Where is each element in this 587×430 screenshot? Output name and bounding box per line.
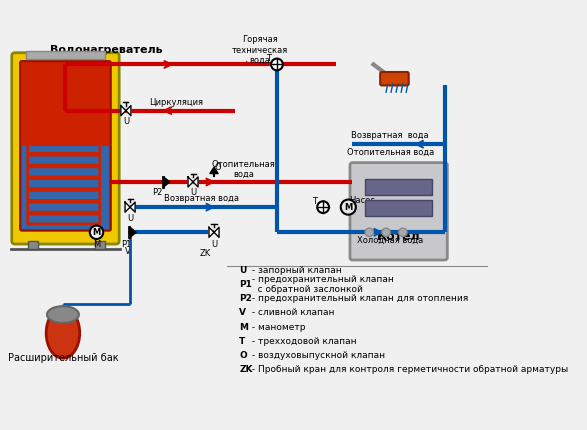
- Text: O: O: [239, 351, 247, 360]
- Bar: [28, 241, 38, 249]
- Bar: [365, 200, 432, 215]
- Text: V: V: [124, 247, 130, 256]
- Text: - предохранительный клапан для отопления: - предохранительный клапан для отопления: [249, 294, 468, 303]
- Ellipse shape: [47, 306, 79, 323]
- Ellipse shape: [46, 308, 80, 358]
- Text: P1: P1: [121, 240, 131, 249]
- Text: →: →: [238, 58, 249, 71]
- Text: O: O: [215, 163, 221, 172]
- Circle shape: [90, 226, 103, 239]
- Text: - сливной клапан: - сливной клапан: [249, 308, 335, 317]
- Text: T: T: [312, 197, 317, 206]
- Text: M: M: [92, 228, 100, 237]
- Text: - манометр: - манометр: [249, 322, 306, 332]
- Circle shape: [399, 228, 407, 236]
- Text: Расширительный бак: Расширительный бак: [8, 353, 118, 363]
- Text: - Пробный кран для контроля герметичности обратной арматуры: - Пробный кран для контроля герметичност…: [249, 366, 568, 375]
- Text: - трехходовой клапан: - трехходовой клапан: [249, 337, 357, 346]
- Text: M: M: [93, 240, 100, 249]
- Circle shape: [271, 58, 283, 71]
- Text: Холодная вода: Холодная вода: [357, 236, 423, 245]
- Text: U: U: [127, 214, 133, 223]
- Bar: [365, 179, 432, 194]
- Text: Горячая
техническая
вода: Горячая техническая вода: [232, 35, 288, 65]
- Text: U: U: [211, 240, 217, 249]
- Text: U: U: [123, 117, 129, 126]
- Polygon shape: [125, 202, 135, 212]
- Text: Котел: Котел: [377, 230, 420, 243]
- Text: M: M: [239, 322, 248, 332]
- Polygon shape: [210, 167, 218, 174]
- Text: Возвратная  вода: Возвратная вода: [352, 131, 429, 140]
- Text: Водонагреватель: Водонагреватель: [50, 45, 163, 55]
- FancyBboxPatch shape: [350, 163, 447, 260]
- Text: P1: P1: [239, 280, 252, 289]
- Polygon shape: [121, 106, 131, 116]
- Text: Отопительная
вода: Отопительная вода: [211, 160, 275, 179]
- Text: - запорный клапан: - запорный клапан: [249, 266, 342, 275]
- Circle shape: [317, 201, 329, 213]
- Polygon shape: [188, 177, 198, 187]
- Polygon shape: [130, 227, 136, 237]
- FancyBboxPatch shape: [12, 53, 119, 244]
- Bar: [26, 51, 105, 59]
- Text: U: U: [190, 188, 196, 197]
- Text: T: T: [266, 54, 271, 63]
- Text: Циркуляция: Циркуляция: [149, 98, 203, 107]
- Bar: [95, 241, 105, 249]
- Circle shape: [340, 200, 356, 215]
- Text: Насос: Насос: [350, 196, 376, 205]
- Polygon shape: [164, 177, 170, 187]
- Text: ZK: ZK: [239, 366, 252, 375]
- Polygon shape: [209, 227, 219, 237]
- Circle shape: [365, 228, 373, 236]
- Text: P2: P2: [239, 294, 252, 303]
- Text: T: T: [239, 337, 245, 346]
- Circle shape: [382, 228, 390, 236]
- Text: V: V: [239, 308, 246, 317]
- FancyBboxPatch shape: [20, 61, 111, 230]
- Text: - предохранительный клапан
   с обратной заслонкой: - предохранительный клапан с обратной за…: [249, 275, 394, 294]
- Text: U: U: [239, 266, 247, 275]
- FancyBboxPatch shape: [380, 72, 409, 86]
- Text: M: M: [344, 203, 352, 212]
- Text: Возвратная вода: Возвратная вода: [164, 194, 239, 203]
- Text: Отопительная вода: Отопительная вода: [347, 148, 434, 157]
- Text: P2: P2: [153, 188, 163, 197]
- Text: ZK: ZK: [200, 249, 211, 258]
- Bar: [22, 146, 109, 229]
- Text: - воздуховыпускной клапан: - воздуховыпускной клапан: [249, 351, 386, 360]
